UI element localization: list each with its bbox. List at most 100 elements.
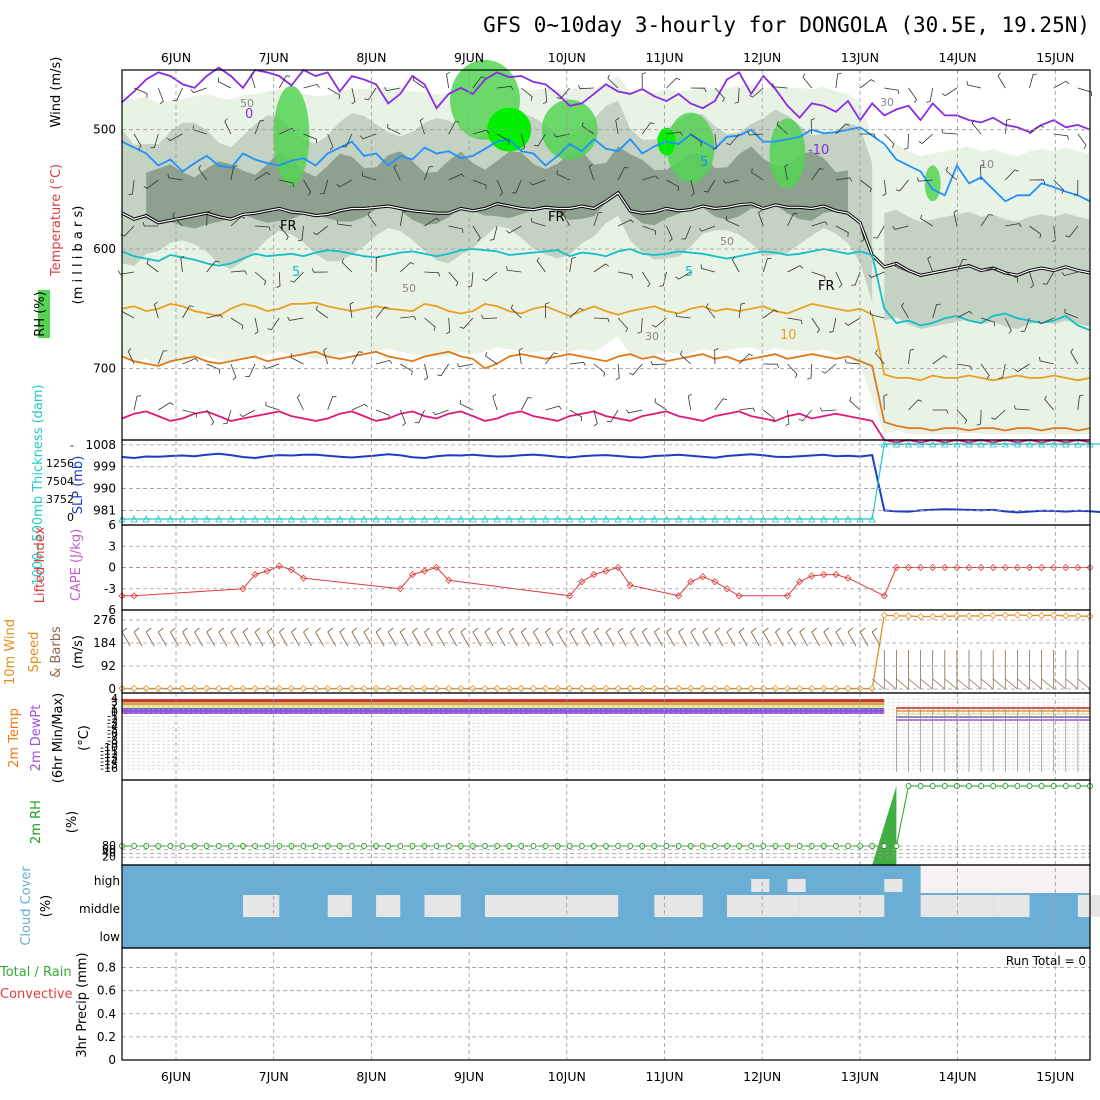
- wind-barb: [714, 348, 719, 365]
- thickness-marker: [638, 515, 646, 523]
- wind-barb: [250, 71, 256, 89]
- wind-barb: [868, 271, 885, 278]
- wind-barb: [997, 72, 1006, 89]
- thickness-marker: [868, 515, 876, 523]
- wind-speed-marker: [735, 684, 743, 693]
- wind-barb: [182, 409, 197, 418]
- wind-barb-10m: [666, 627, 675, 647]
- thickness-marker: [904, 440, 913, 448]
- minmax-title: (6hr Min/Max): [51, 693, 66, 783]
- wind-barb: [336, 179, 353, 188]
- wind-barb: [819, 407, 836, 412]
- wind-barb: [849, 396, 861, 411]
- day-label-bottom: 12JUN: [743, 1069, 781, 1084]
- wind-barb: [351, 403, 368, 411]
- wind-barb-10m: [1017, 650, 1030, 690]
- lifted-index-marker: [904, 563, 913, 572]
- rh-contour-label: 50: [402, 282, 416, 295]
- wind-barb: [481, 314, 498, 319]
- wind-speed-marker: [590, 684, 598, 693]
- wind-barb: [448, 121, 460, 135]
- wind-barb-10m: [291, 627, 300, 647]
- upper-ytick: 500: [93, 123, 116, 137]
- thickness-marker: [275, 515, 283, 523]
- upper-ytick: 600: [93, 242, 116, 256]
- wind-barb: [278, 225, 289, 241]
- wind-barb: [467, 271, 474, 288]
- wind-speed-marker: [1038, 611, 1046, 620]
- thickness-marker: [590, 515, 598, 523]
- thickness-ytick: -: [70, 439, 74, 452]
- thickness-marker: [215, 515, 223, 523]
- thickness-marker: [457, 515, 465, 523]
- wind-barb: [303, 83, 320, 89]
- wind-speed-marker: [783, 684, 792, 693]
- wind-barb: [607, 74, 619, 89]
- lifted-index-marker: [735, 592, 743, 600]
- wind-barb-10m: [944, 650, 958, 690]
- thickness-marker: [299, 515, 308, 523]
- thickness-marker: [130, 515, 138, 523]
- wind-speed-marker: [166, 684, 174, 693]
- wind-barb: [615, 363, 620, 381]
- thickness-ytick: 1256: [46, 457, 74, 470]
- wind-speed-marker: [178, 684, 187, 693]
- thickness-marker: [360, 515, 368, 523]
- day-label-top: 10JUN: [548, 50, 586, 65]
- lifted-index-marker: [433, 563, 441, 572]
- wind-barb: [506, 266, 522, 273]
- wind-speed-marker: [1062, 612, 1070, 620]
- thickness-marker: [929, 440, 937, 448]
- wind-barb: [873, 225, 885, 239]
- wind-barb: [666, 179, 680, 191]
- rh2m-marker: [990, 783, 997, 789]
- thickness-marker: [747, 515, 755, 523]
- thickness-marker: [227, 515, 235, 523]
- isotherm-minus10: [121, 126, 1091, 203]
- wind-barb: [787, 317, 803, 325]
- high-cloud-block: [884, 879, 903, 892]
- wind-barb: [531, 218, 546, 227]
- precip-total-title: Total / Rain: [0, 965, 72, 980]
- lifted-index-marker: [287, 566, 295, 574]
- wind-barb: [785, 409, 790, 427]
- cloud-ytick: middle: [79, 902, 120, 916]
- thickness-marker: [445, 515, 453, 523]
- wind-barb: [811, 317, 820, 334]
- wind-barb: [384, 87, 401, 92]
- lifted-index-marker: [590, 571, 598, 579]
- upper-rh-title: RH (%): [33, 291, 48, 336]
- wind-barb: [593, 409, 598, 427]
- thickness-marker: [989, 440, 997, 448]
- thickness-marker: [384, 515, 392, 523]
- wind-barb: [1005, 169, 1019, 181]
- wind-barb: [1070, 348, 1079, 365]
- thickness-marker: [408, 515, 417, 523]
- thickness-marker: [832, 515, 840, 523]
- thickness-marker: [771, 515, 780, 523]
- freezing-level-inner: [121, 192, 1091, 276]
- wind-barb-10m: [533, 627, 542, 647]
- wind-barb-10m: [654, 627, 663, 647]
- wind-speed-marker: [917, 612, 925, 621]
- wind-barb: [342, 133, 353, 148]
- lifted-index-marker: [977, 563, 985, 572]
- panel-frame: [121, 439, 1091, 526]
- wind-speed-marker: [384, 684, 392, 693]
- wind-barb: [932, 355, 948, 365]
- wind-barb: [802, 73, 813, 89]
- wind-barb: [714, 398, 728, 411]
- temp-ytick: -1: [107, 710, 118, 723]
- wind-barb: [980, 213, 993, 227]
- wind-speed-marker: [1001, 611, 1009, 619]
- wind-barb: [980, 317, 995, 327]
- wind-barb-10m: [872, 650, 885, 690]
- temp-ytick: -13: [100, 752, 118, 765]
- isotherm-15: [121, 350, 1091, 432]
- wind-barb-10m: [339, 627, 349, 647]
- lifted-index-marker: [699, 573, 707, 581]
- wind-barb: [157, 87, 164, 105]
- lifted-index-marker: [832, 571, 840, 579]
- wind-barb: [991, 409, 1006, 420]
- temp-ytick: -8: [107, 734, 118, 747]
